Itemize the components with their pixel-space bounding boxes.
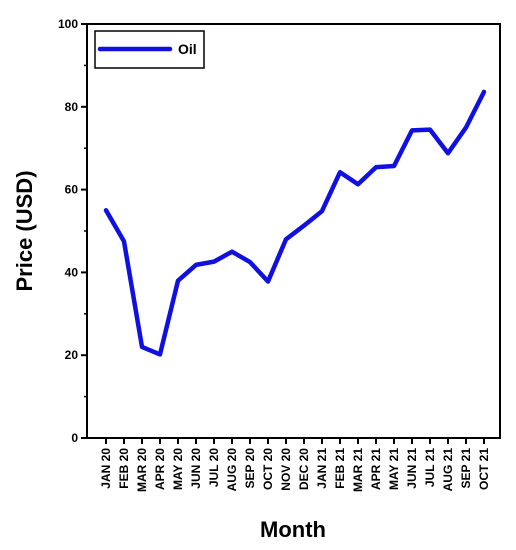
x-tick-label: JAN 20: [99, 448, 113, 489]
x-tick-label: DEC 20: [297, 448, 311, 490]
x-tick-label: JUL 20: [207, 448, 221, 487]
x-tick-label: JUN 20: [189, 448, 203, 489]
y-tick-label: 0: [71, 431, 78, 445]
x-axis: JAN 20 FEB 20 MAR 20 APR 20 MAY 20 JUN 20 JUL …: [99, 438, 491, 492]
x-tick-label: APR 21: [369, 448, 383, 490]
x-tick-label: MAR 21: [351, 448, 365, 492]
x-tick-label: JUL 21: [423, 448, 437, 487]
y-axis-title: Price (USD): [12, 170, 37, 291]
x-tick-label: NOV 20: [279, 448, 293, 491]
x-tick-label: JUN 21: [405, 448, 419, 489]
x-tick-label: OCT 21: [477, 448, 491, 490]
y-tick-label: 60: [65, 183, 79, 197]
x-tick-label: MAY 21: [387, 448, 401, 490]
x-tick-label: FEB 20: [117, 448, 131, 489]
legend: Oil: [94, 30, 205, 69]
x-tick-label: MAY 20: [171, 448, 185, 490]
legend-label: Oil: [178, 41, 197, 57]
x-tick-label: FEB 21: [333, 448, 347, 489]
y-tick-label: 80: [65, 100, 79, 114]
x-tick-label: AUG 20: [225, 448, 239, 492]
x-tick-label: AUG 21: [441, 448, 455, 492]
x-tick-label: OCT 20: [261, 448, 275, 490]
x-tick-label: MAR 20: [135, 448, 149, 492]
x-tick-label: APR 20: [153, 448, 167, 490]
series-line-oil: [103, 89, 487, 357]
series-layer: [103, 89, 487, 357]
y-tick-label: 100: [58, 17, 78, 31]
x-tick-label: SEP 20: [243, 448, 257, 489]
y-tick-label: 40: [65, 265, 79, 279]
x-axis-title: Month: [260, 517, 326, 542]
y-axis: 0 20 40 60 80 100: [58, 17, 87, 445]
x-tick-label: SEP 21: [459, 448, 473, 489]
x-tick-label: JAN 21: [315, 448, 329, 489]
y-tick-label: 20: [65, 348, 79, 362]
